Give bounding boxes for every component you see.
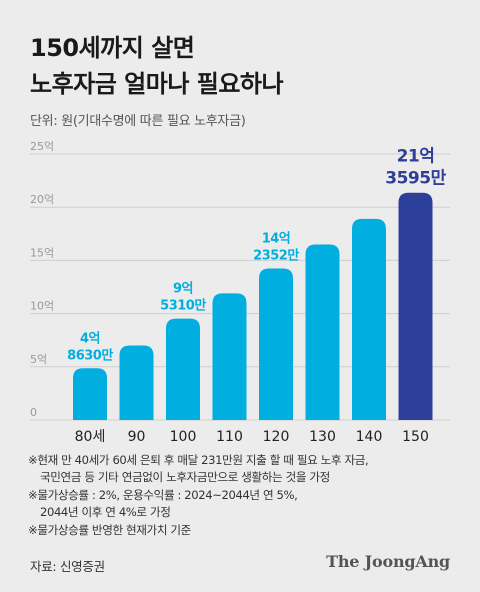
x-tick-label: 110 — [216, 429, 243, 445]
y-tick-label: 10억 — [30, 300, 54, 313]
data-label: 9억 — [173, 282, 193, 297]
data-label: 3595만 — [385, 169, 446, 189]
bar — [212, 293, 247, 420]
x-tick-label: 120 — [263, 429, 290, 445]
footnote-line: 국민연금 등 기타 연금없이 노후자금만으로 생활하는 것을 가정 — [40, 470, 330, 485]
bar-chart: 0 5억 10억 15억 20억 25억 80세 90 100 110 120 130 140 150 4억… — [30, 140, 450, 445]
x-tick-label: 80세 — [75, 429, 106, 445]
publisher-logo: The JoongAng — [326, 552, 450, 571]
data-label: 14억 — [262, 232, 291, 247]
title-line-2: 노후자금 얼마나 필요하나 — [30, 70, 284, 98]
y-tick-label: 5억 — [30, 353, 47, 366]
chart-title: 150세까지 살면 노후자금 얼마나 필요하나 — [30, 30, 284, 102]
x-tick-label: 140 — [356, 429, 383, 445]
bar — [398, 192, 433, 420]
x-tick-label: 150 — [402, 429, 429, 445]
x-tick-label: 130 — [309, 429, 336, 445]
footnote-line: ※물가상승률 반영한 현재가치 기준 — [28, 522, 191, 537]
y-tick-label: 0 — [30, 406, 37, 419]
x-tick-label: 90 — [128, 429, 146, 445]
bar — [305, 244, 340, 420]
y-tick-label: 20억 — [30, 193, 54, 206]
title-line-1: 150세까지 살면 — [30, 34, 195, 62]
data-label: 8630만 — [67, 347, 113, 363]
footnote-line: 2044년 이후 연 4%로 가정 — [40, 505, 171, 520]
bar — [73, 368, 107, 420]
y-tick-label: 25억 — [30, 140, 54, 153]
unit-note: 단위: 원(기대수명에 따른 필요 노후자금) — [30, 114, 246, 129]
footnotes: ※현재 만 40세가 60세 은퇴 후 매달 231만원 지출 할 때 필요 노… — [28, 452, 369, 539]
bar — [259, 268, 293, 420]
footnote-line: ※현재 만 40세가 60세 은퇴 후 매달 231만원 지출 할 때 필요 노… — [28, 453, 369, 467]
data-label: 5310만 — [160, 298, 206, 314]
bar — [119, 345, 154, 420]
data-label: 2352만 — [253, 248, 299, 264]
y-tick-label: 15억 — [30, 246, 54, 259]
source-note: 자료: 신영증권 — [30, 559, 105, 574]
bar — [166, 318, 200, 420]
data-label: 21억 — [397, 147, 435, 167]
x-tick-label: 100 — [170, 429, 197, 445]
data-label: 4억 — [80, 331, 100, 346]
bar — [352, 218, 386, 420]
footnote-line: ※물가상승률 : 2%, 운용수익률 : 2024~2044년 연 5%, — [28, 487, 298, 502]
